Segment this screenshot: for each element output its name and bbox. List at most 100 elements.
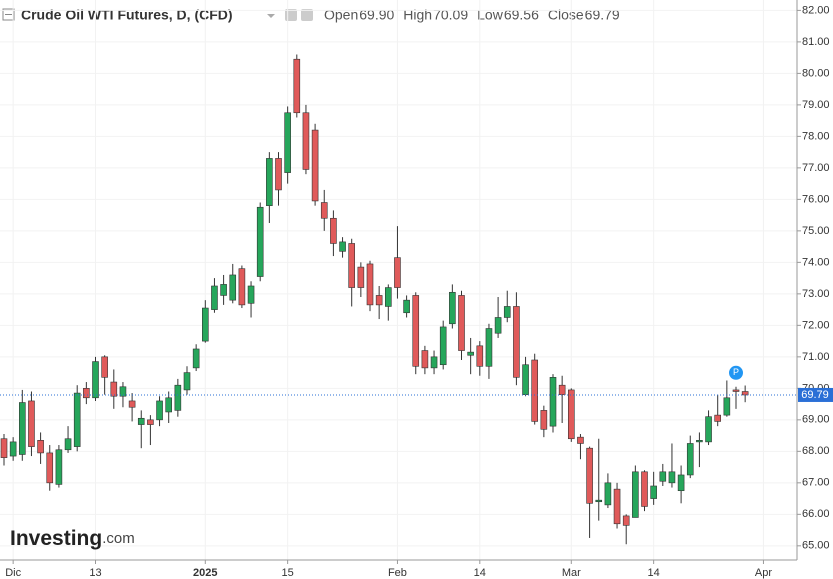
candle-body bbox=[238, 268, 246, 306]
candle-body bbox=[567, 389, 575, 440]
y-tick-label: 82.00 bbox=[802, 4, 830, 16]
candle-body bbox=[622, 515, 630, 526]
x-tick-label: 2025 bbox=[193, 567, 217, 579]
last-price-box bbox=[798, 387, 833, 402]
y-tick-label: 73.00 bbox=[802, 288, 830, 300]
candle-body bbox=[147, 419, 154, 425]
candle-body bbox=[375, 295, 383, 306]
watermark-part: .com bbox=[102, 530, 135, 547]
candle-body bbox=[266, 158, 273, 206]
y-tick-label: 75.00 bbox=[802, 225, 830, 237]
candle-body bbox=[677, 474, 685, 492]
candle-body bbox=[723, 397, 731, 416]
candle-body bbox=[494, 317, 502, 334]
candle-body bbox=[384, 287, 392, 307]
candle-body bbox=[476, 345, 484, 367]
watermark: Investing.com bbox=[10, 527, 135, 550]
candle-body bbox=[430, 356, 438, 369]
collapse-icon[interactable] bbox=[2, 8, 15, 21]
candle-body bbox=[577, 436, 584, 444]
candle-body bbox=[46, 452, 54, 484]
candle-body bbox=[705, 416, 712, 443]
candle-body bbox=[485, 328, 493, 367]
candle-body bbox=[293, 58, 301, 114]
candle-body bbox=[119, 386, 127, 397]
y-tick-label: 79.00 bbox=[802, 99, 830, 111]
y-tick-label: 68.00 bbox=[802, 445, 830, 457]
settings-icon[interactable] bbox=[301, 9, 313, 21]
candle-body bbox=[28, 400, 35, 447]
candle-body bbox=[366, 263, 374, 306]
candle-body bbox=[632, 471, 639, 518]
x-tick-label: Apr bbox=[755, 567, 772, 579]
candle-body bbox=[55, 449, 63, 485]
candle-body bbox=[220, 284, 227, 296]
candle-body bbox=[83, 388, 90, 399]
candle-body bbox=[64, 438, 72, 451]
candle-body bbox=[467, 351, 474, 356]
candle-body bbox=[586, 447, 593, 504]
candle-body bbox=[165, 397, 172, 413]
ohlc-label: High bbox=[403, 7, 432, 23]
x-tick-label: 14 bbox=[474, 567, 486, 579]
y-tick-label: 76.00 bbox=[802, 193, 830, 205]
y-tick-label: 67.00 bbox=[802, 477, 830, 489]
candle-body bbox=[110, 381, 118, 397]
candle-body bbox=[211, 285, 218, 310]
x-tick-label: 15 bbox=[282, 567, 294, 579]
candle-body bbox=[275, 158, 282, 191]
candle-body bbox=[732, 389, 740, 392]
candle-body bbox=[9, 441, 17, 457]
ohlc-value: 69.79 bbox=[585, 7, 620, 23]
ohlc-label: Low bbox=[477, 7, 504, 23]
candle-body bbox=[686, 443, 694, 476]
ohlc-value: 69.56 bbox=[504, 7, 539, 23]
candle-body bbox=[311, 129, 319, 202]
candle-body bbox=[613, 488, 621, 525]
candle-body bbox=[595, 499, 603, 503]
candle-body bbox=[330, 217, 337, 244]
candle-body bbox=[439, 326, 447, 366]
candle-body bbox=[696, 440, 703, 443]
candle-body bbox=[604, 482, 612, 506]
candle-body bbox=[503, 306, 511, 318]
candle-body bbox=[668, 471, 676, 484]
candle-body bbox=[741, 391, 749, 396]
candle-body bbox=[650, 485, 657, 499]
x-tick-label: Feb bbox=[388, 567, 407, 579]
candle-body bbox=[302, 112, 310, 170]
ohlc-value: 70.09 bbox=[433, 7, 468, 23]
candle-body bbox=[522, 364, 529, 395]
candle-body bbox=[73, 392, 81, 447]
candle-body bbox=[549, 377, 557, 427]
candle-body bbox=[137, 417, 145, 425]
y-tick-label: 72.00 bbox=[802, 319, 830, 331]
candle-body bbox=[714, 414, 722, 422]
candle-body bbox=[641, 471, 648, 507]
y-tick-label: 78.00 bbox=[802, 130, 830, 142]
y-tick-label: 80.00 bbox=[802, 67, 830, 79]
candle-body bbox=[202, 307, 209, 342]
title-dropdown[interactable] bbox=[267, 14, 275, 18]
candle-body bbox=[284, 112, 291, 173]
y-tick-label: 77.00 bbox=[802, 162, 830, 174]
candle-body bbox=[412, 295, 420, 367]
candle-body bbox=[18, 402, 26, 455]
candle-body bbox=[357, 266, 365, 288]
candle-body bbox=[449, 291, 456, 325]
y-tick-label: 65.00 bbox=[802, 540, 830, 552]
watermark-part: Investing bbox=[10, 527, 102, 550]
ohlc-label: Open bbox=[324, 7, 358, 23]
candle-body bbox=[92, 361, 99, 399]
y-tick-label: 81.00 bbox=[802, 36, 830, 48]
candle-body bbox=[558, 384, 566, 395]
candle-body bbox=[37, 440, 44, 454]
candle-body bbox=[256, 206, 264, 277]
last-price-label: 69.79 bbox=[801, 389, 829, 401]
candle-body bbox=[174, 384, 182, 411]
candle-body bbox=[156, 400, 163, 421]
candle-body bbox=[128, 400, 136, 408]
x-tick-label: 13 bbox=[89, 567, 101, 579]
ohlc-value: 69.90 bbox=[359, 7, 394, 23]
